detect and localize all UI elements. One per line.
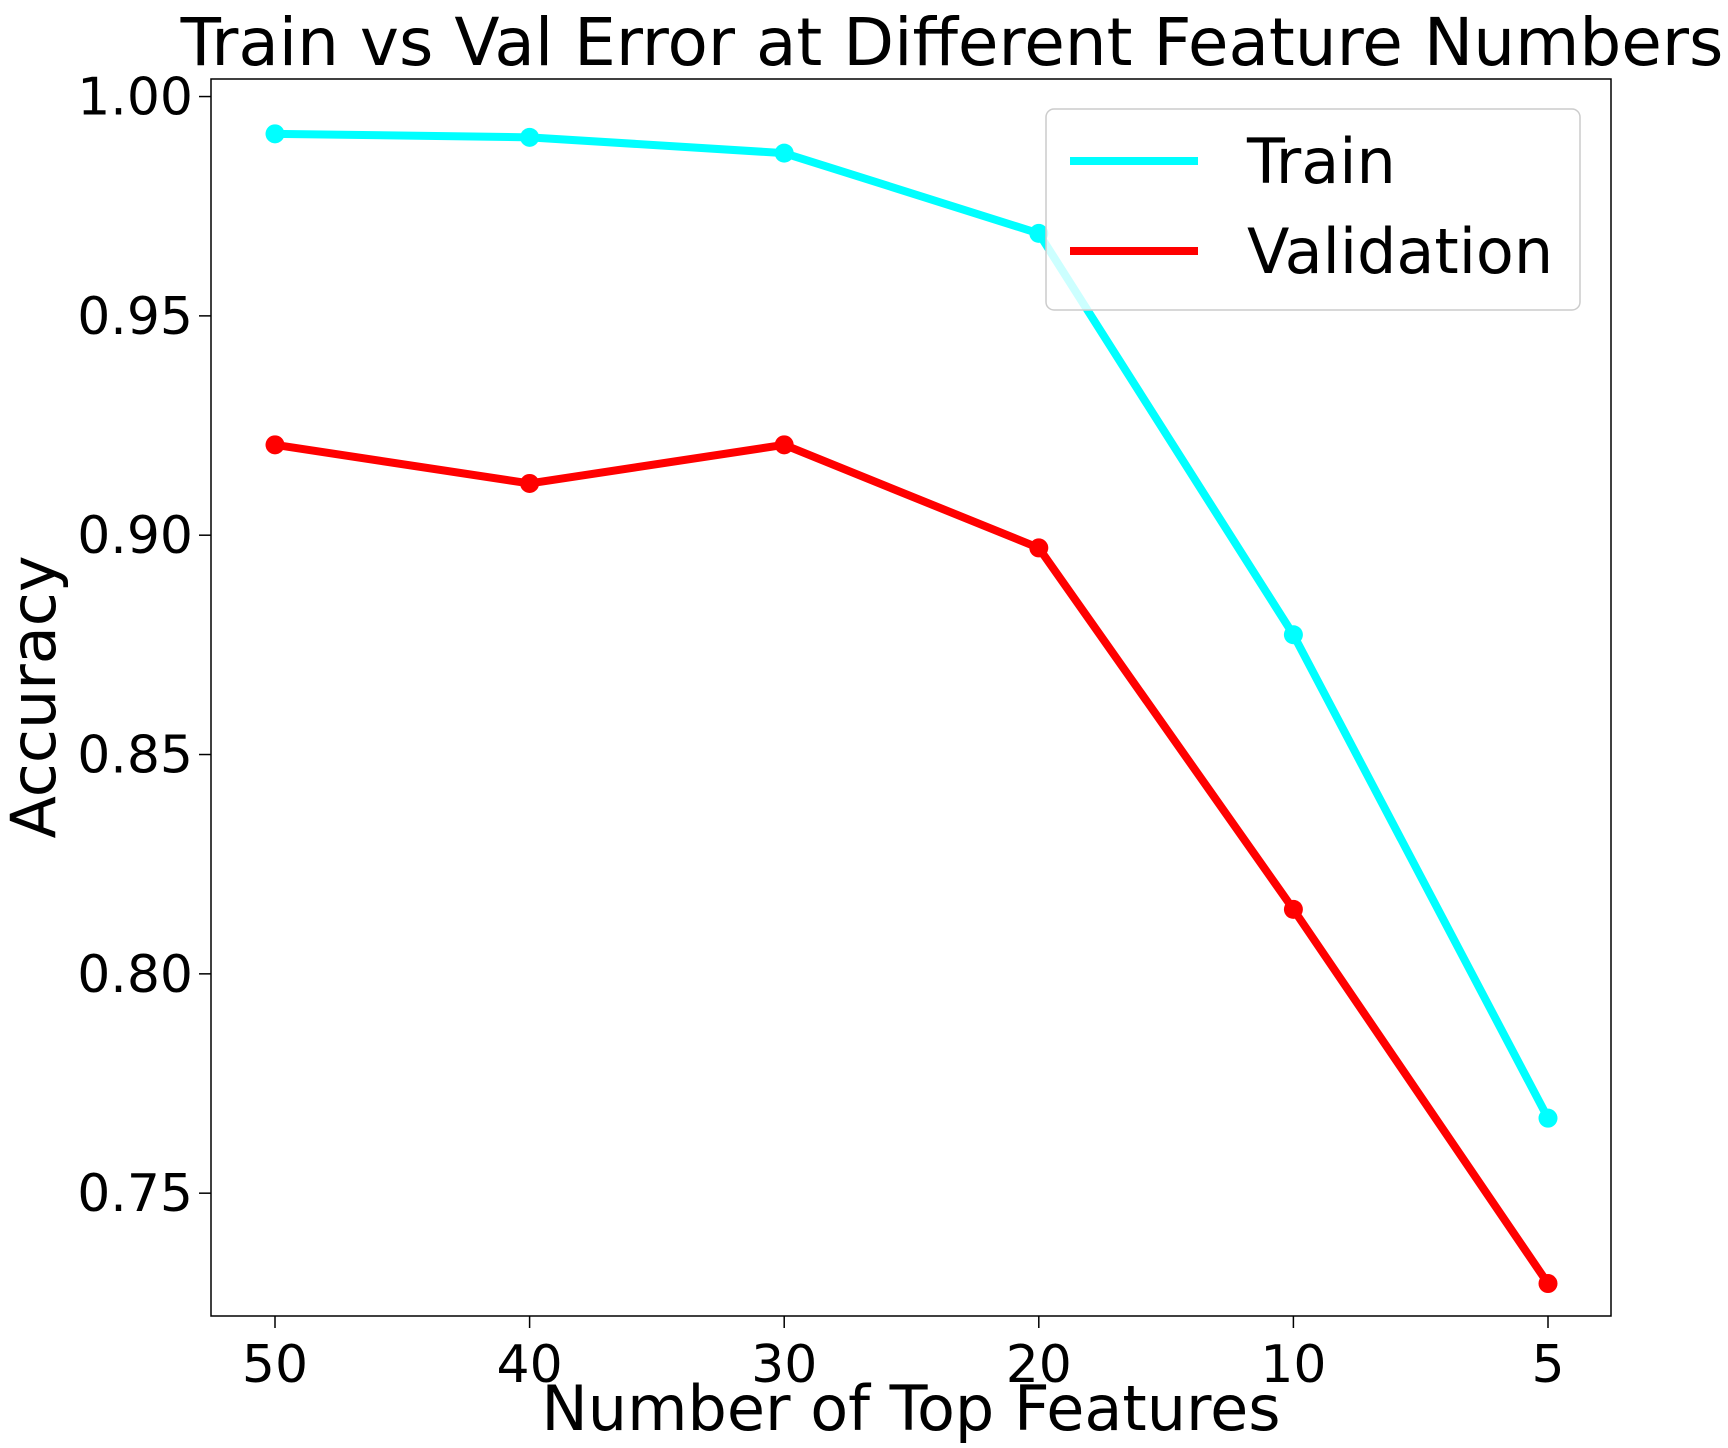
data-point-validation bbox=[774, 435, 794, 455]
x-axis-label: Number of Top Features bbox=[541, 1372, 1280, 1445]
data-point-validation bbox=[520, 473, 540, 493]
x-tick-label: 30 bbox=[751, 1335, 817, 1395]
data-point-validation bbox=[265, 435, 285, 455]
y-tick-label: 0.85 bbox=[77, 726, 193, 786]
data-point-validation bbox=[1538, 1274, 1558, 1294]
y-tick-label: 0.75 bbox=[77, 1164, 193, 1224]
x-tick-label: 40 bbox=[497, 1335, 563, 1395]
y-axis-label: Accuracy bbox=[0, 555, 70, 838]
legend: Train Validation bbox=[1045, 108, 1581, 311]
x-tick-label: 20 bbox=[1006, 1335, 1072, 1395]
x-axis: 50 40 30 20 10 5 bbox=[242, 1316, 1565, 1395]
data-point-train bbox=[520, 127, 540, 147]
data-point-train bbox=[265, 124, 285, 144]
y-tick-label: 0.90 bbox=[77, 506, 193, 566]
y-tick-label: 0.95 bbox=[77, 287, 193, 347]
chart-title: Train vs Val Error at Different Feature … bbox=[180, 4, 1724, 81]
data-point-train bbox=[1538, 1108, 1558, 1128]
y-tick-label: 0.80 bbox=[77, 945, 193, 1005]
legend-label-validation: Validation bbox=[1247, 215, 1553, 288]
data-point-validation bbox=[1029, 538, 1049, 558]
x-tick-label: 10 bbox=[1260, 1335, 1326, 1395]
x-tick-label: 50 bbox=[242, 1335, 308, 1395]
data-point-train bbox=[1283, 625, 1303, 645]
y-tick-label: 1.00 bbox=[77, 68, 193, 128]
legend-label-train: Train bbox=[1246, 125, 1396, 198]
series-line-validation bbox=[274, 440, 1552, 1286]
x-tick-label: 5 bbox=[1531, 1335, 1564, 1395]
data-point-train bbox=[774, 143, 794, 163]
series-lines bbox=[265, 124, 1558, 1294]
series-line-train bbox=[274, 129, 1552, 1121]
data-point-validation bbox=[1283, 899, 1303, 919]
y-axis: 0.75 0.80 0.85 0.90 0.95 1.00 bbox=[77, 68, 211, 1224]
data-point-train bbox=[1029, 223, 1049, 243]
